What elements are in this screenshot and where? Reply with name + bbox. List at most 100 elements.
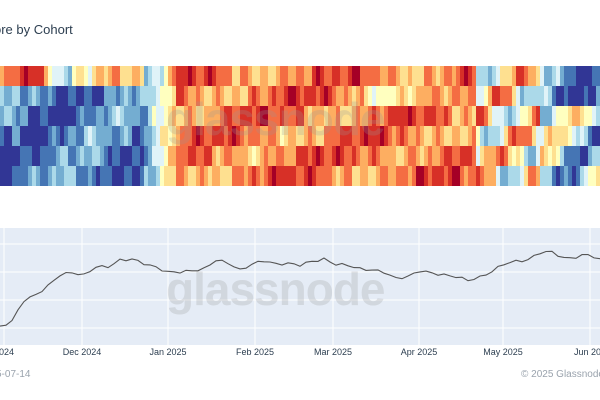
heatmap-cell	[240, 146, 245, 167]
heatmap-cell	[212, 106, 217, 127]
heatmap-cell	[128, 106, 133, 127]
heatmap-cell	[264, 86, 269, 107]
heatmap-cell	[592, 66, 597, 87]
heatmap-cell	[96, 106, 101, 127]
heatmap-cell	[412, 86, 417, 107]
heatmap-cell	[456, 146, 461, 167]
heatmap-cell	[548, 146, 553, 167]
heatmap-cell	[60, 106, 65, 127]
heatmap-cell	[140, 126, 145, 147]
heatmap-cell	[16, 166, 21, 186]
heatmap-cell	[192, 86, 197, 107]
heatmap-cell	[420, 166, 425, 186]
heatmap-cell	[260, 86, 265, 107]
heatmap-cell	[220, 166, 225, 186]
heatmap-cell	[300, 146, 305, 167]
heatmap-cell	[408, 86, 413, 107]
heatmap-cell	[244, 166, 249, 186]
heatmap-cell	[432, 166, 437, 186]
heatmap-cell	[376, 146, 381, 167]
heatmap-cell	[552, 106, 557, 127]
heatmap-cell	[596, 166, 600, 186]
heatmap-cell	[400, 126, 405, 147]
heatmap-cell	[508, 126, 513, 147]
heatmap-cell	[532, 166, 537, 186]
heatmap-cell	[152, 166, 157, 186]
heatmap-cell	[320, 126, 325, 147]
heatmap-cell	[272, 126, 277, 147]
heatmap-cell	[592, 166, 597, 186]
heatmap-cell	[420, 146, 425, 167]
heatmap-cell	[200, 86, 205, 107]
heatmap-cell	[280, 166, 285, 186]
heatmap-cell	[340, 146, 345, 167]
heatmap-cell	[516, 126, 521, 147]
heatmap-cell	[308, 106, 313, 127]
heatmap-cell	[376, 86, 381, 107]
heatmap-cell	[184, 166, 189, 186]
heatmap-cell	[212, 166, 217, 186]
heatmap-cell	[288, 166, 293, 186]
heatmap-cell	[304, 86, 309, 107]
heatmap-cell	[480, 86, 485, 107]
heatmap-cell	[60, 126, 65, 147]
heatmap-cell	[412, 106, 417, 127]
heatmap-cell	[248, 146, 253, 167]
heatmap-cell	[104, 86, 109, 107]
heatmap-cell	[308, 166, 313, 186]
heatmap-cell	[524, 106, 529, 127]
heatmap-cell	[224, 66, 229, 87]
heatmap-cell	[388, 126, 393, 147]
heatmap-cell	[204, 86, 209, 107]
heatmap-cell	[352, 146, 357, 167]
heatmap-cell	[584, 146, 589, 167]
heatmap-cell	[88, 126, 93, 147]
heatmap-cell	[548, 66, 553, 87]
heatmap-cell	[500, 66, 505, 87]
heatmap-cell	[508, 86, 513, 107]
heatmap-cell	[528, 146, 533, 167]
heatmap-cell	[392, 86, 397, 107]
heatmap-cell	[504, 146, 509, 167]
heatmap-cell	[408, 126, 413, 147]
heatmap-cell	[404, 106, 409, 127]
heatmap-cell	[44, 106, 49, 127]
heatmap-cell	[460, 166, 465, 186]
heatmap-cell	[12, 106, 17, 127]
heatmap-cell	[196, 166, 201, 186]
heatmap-cell	[176, 86, 181, 107]
heatmap-cell	[504, 86, 509, 107]
heatmap-cell	[444, 86, 449, 107]
heatmap-cell	[352, 106, 357, 127]
heatmap-cell	[92, 66, 97, 87]
heatmap-cell	[404, 86, 409, 107]
heatmap-cell	[572, 66, 577, 87]
heatmap-cell	[172, 66, 177, 87]
heatmap-cell	[480, 166, 485, 186]
heatmap-cell	[164, 166, 169, 186]
heatmap-cell	[84, 106, 89, 127]
heatmap-cell	[180, 146, 185, 167]
heatmap-cell	[384, 106, 389, 127]
heatmap-cell	[420, 106, 425, 127]
heatmap-cell	[188, 106, 193, 127]
heatmap-cell	[360, 86, 365, 107]
heatmap-cell	[116, 166, 121, 186]
heatmap-cell	[148, 146, 153, 167]
heatmap-cell	[40, 106, 45, 127]
heatmap-cell	[356, 66, 361, 87]
heatmap-cell	[160, 86, 165, 107]
price-line	[0, 250, 600, 327]
heatmap-cell	[540, 66, 545, 87]
heatmap-cell	[192, 146, 197, 167]
heatmap-cell	[348, 66, 353, 87]
heatmap-cell	[60, 146, 65, 167]
heatmap-cell	[20, 166, 25, 186]
heatmap-cell	[80, 166, 85, 186]
heatmap-cell	[392, 106, 397, 127]
heatmap-cell	[252, 126, 257, 147]
heatmap-cell	[476, 106, 481, 127]
heatmap-cell	[184, 106, 189, 127]
heatmap-cell	[504, 66, 509, 87]
heatmap-cell	[480, 146, 485, 167]
